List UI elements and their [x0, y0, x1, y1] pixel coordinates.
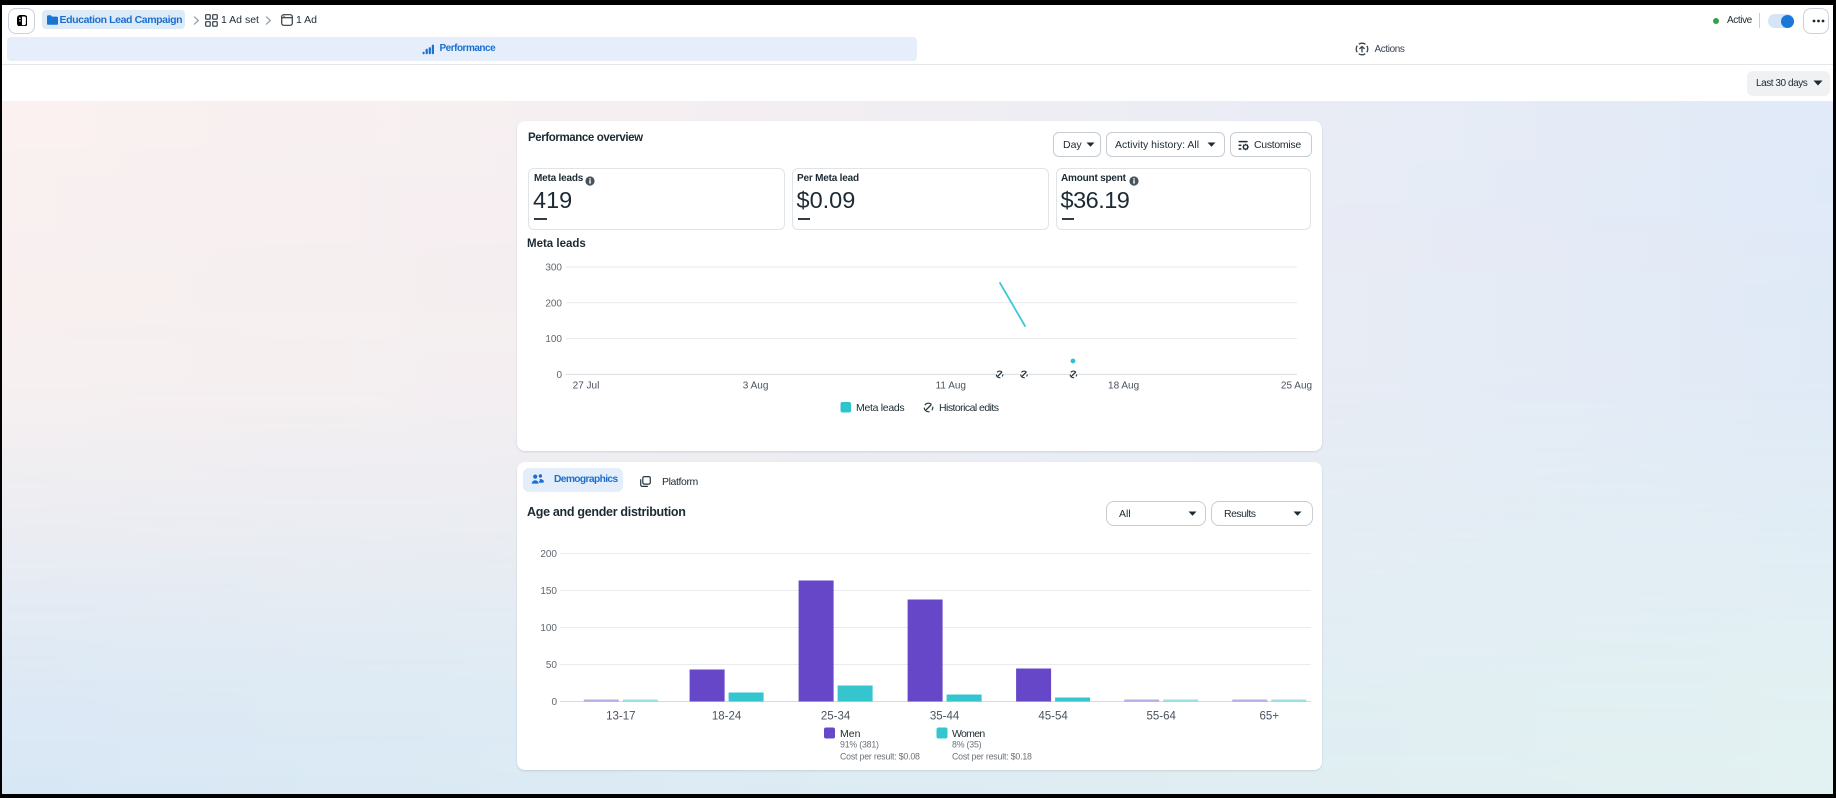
svg-text:65+: 65+	[1260, 711, 1280, 723]
svg-text:200: 200	[545, 298, 562, 309]
svg-text:13-17: 13-17	[606, 711, 635, 723]
svg-text:200: 200	[540, 549, 557, 560]
svg-text:Women: Women	[952, 728, 985, 740]
svg-text:0: 0	[551, 697, 557, 708]
svg-text:100: 100	[545, 334, 562, 345]
svg-text:300: 300	[545, 263, 562, 274]
svg-text:100: 100	[540, 623, 557, 634]
svg-text:Historical edits: Historical edits	[939, 402, 999, 414]
svg-text:91% (381): 91% (381)	[840, 740, 879, 750]
svg-text:150: 150	[540, 586, 557, 597]
svg-text:11 Aug: 11 Aug	[936, 381, 966, 392]
svg-text:Cost per result: $0.18: Cost per result: $0.18	[952, 752, 1032, 762]
svg-text:35-44: 35-44	[930, 711, 960, 723]
svg-text:8% (35): 8% (35)	[952, 740, 982, 750]
svg-text:18 Aug: 18 Aug	[1108, 381, 1139, 392]
svg-text:25 Aug: 25 Aug	[1281, 381, 1312, 392]
svg-text:25-34: 25-34	[821, 711, 851, 723]
svg-text:18-24: 18-24	[712, 711, 742, 723]
svg-text:Meta leads: Meta leads	[856, 402, 904, 414]
svg-text:45-54: 45-54	[1038, 711, 1068, 723]
svg-text:3 Aug: 3 Aug	[743, 381, 769, 392]
svg-text:Cost per result: $0.08: Cost per result: $0.08	[840, 752, 920, 762]
svg-text:0: 0	[556, 370, 562, 381]
svg-text:55-64: 55-64	[1146, 711, 1176, 723]
svg-text:27 Jul: 27 Jul	[573, 381, 600, 392]
svg-text:50: 50	[546, 660, 558, 671]
svg-text:Men: Men	[840, 728, 861, 740]
